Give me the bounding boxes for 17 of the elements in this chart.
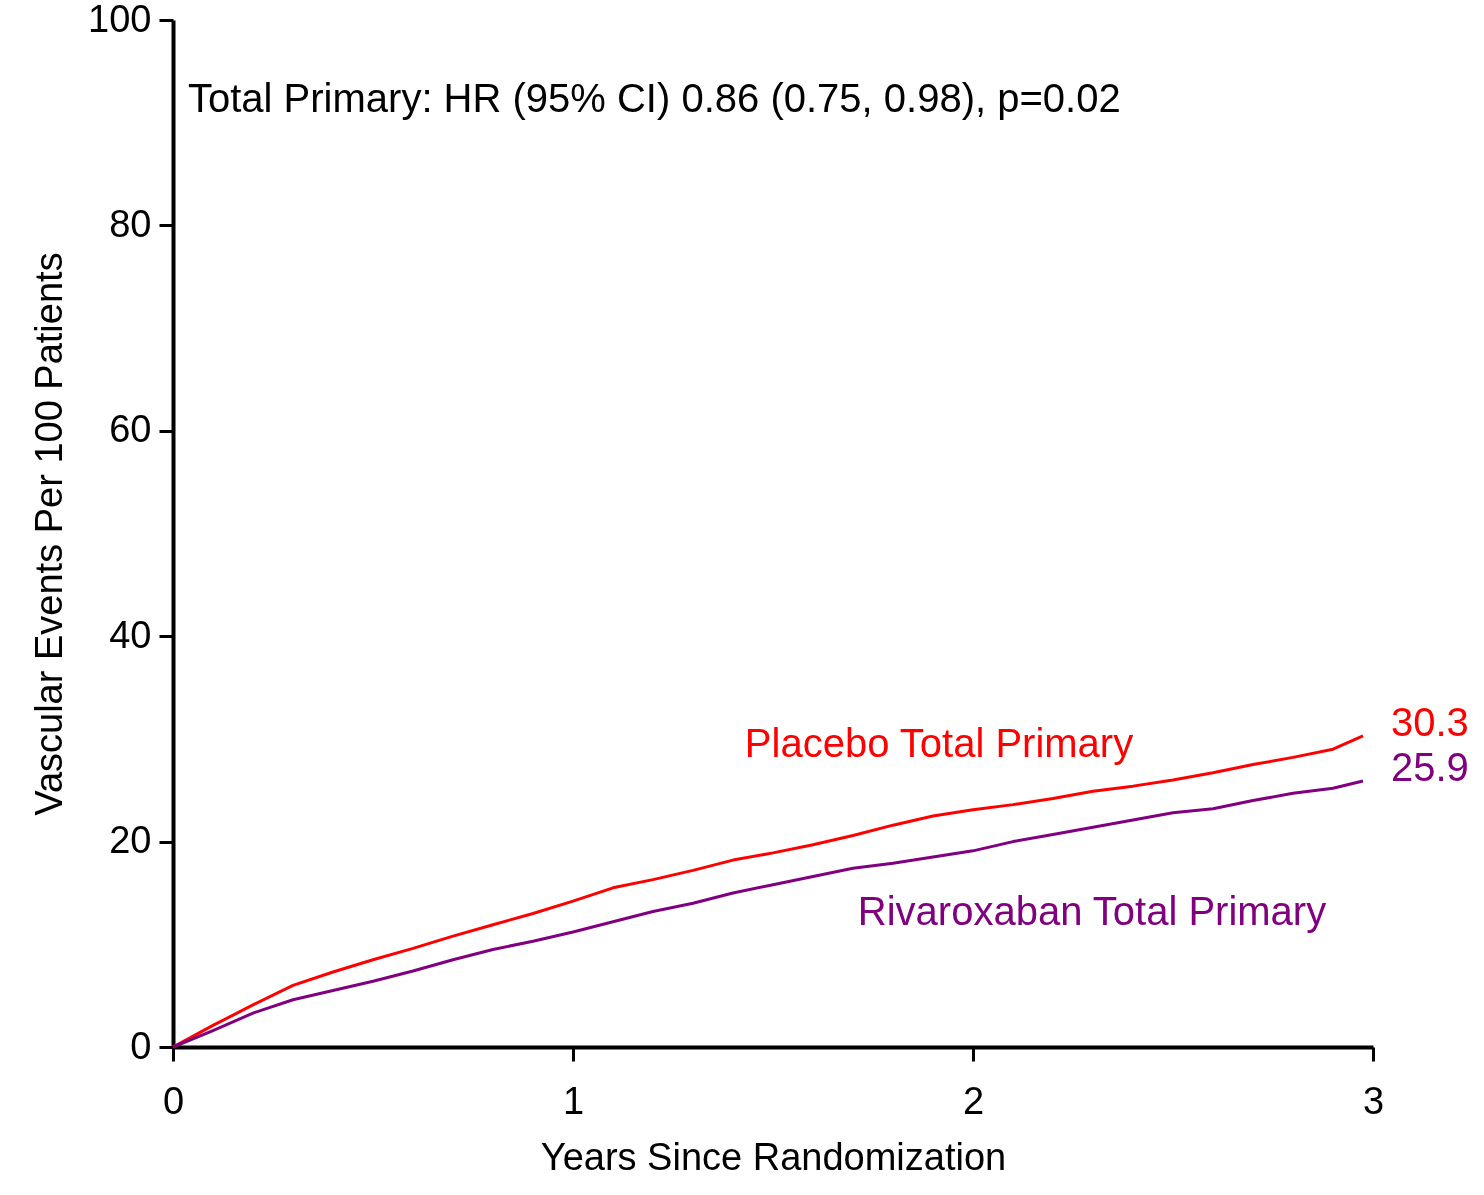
series-label: Placebo Total Primary xyxy=(744,720,1134,765)
x-axis-title: Years Since Randomization xyxy=(540,1135,1007,1178)
x-tick-label: 3 xyxy=(1362,1079,1385,1122)
y-tick-label: 0 xyxy=(130,1024,152,1067)
y-tick-label: 80 xyxy=(109,202,152,245)
series-label: Rivaroxaban Total Primary xyxy=(857,889,1327,934)
y-axis-title: Vascular Events Per 100 Patients xyxy=(28,252,71,816)
y-tick-label: 60 xyxy=(109,408,152,451)
x-tick-label: 2 xyxy=(962,1079,985,1122)
annotation: Total Primary: HR (95% CI) 0.86 (0.75, 0.98), p=0.02 xyxy=(188,76,1121,120)
x-tick-label: 1 xyxy=(562,1079,585,1122)
y-tick-label: 40 xyxy=(109,613,152,656)
x-tick-label: 0 xyxy=(162,1079,185,1122)
data-label: 30.3 xyxy=(1391,699,1469,744)
data-label: 25.9 xyxy=(1391,745,1469,790)
y-tick-label: 100 xyxy=(88,0,152,40)
y-tick-label: 20 xyxy=(109,819,152,862)
